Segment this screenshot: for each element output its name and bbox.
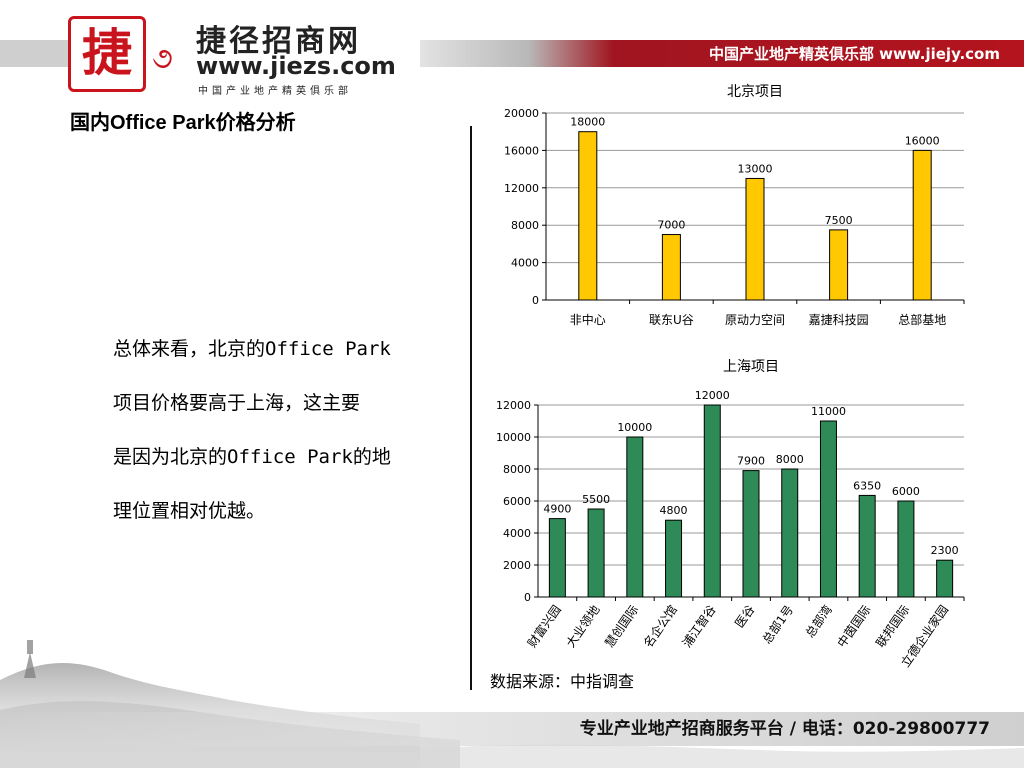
y-tick-label: 4000 <box>503 527 531 540</box>
bar <box>548 518 566 598</box>
data-label: 16000 <box>905 134 940 147</box>
x-tick-label: 浦江智谷 <box>679 602 719 650</box>
header-band-left <box>0 40 70 67</box>
shanghai-chart-panel: 上海项目 0 2000 4000 6000 8000 10000 12000 4900 财富兴园 5… <box>478 352 972 698</box>
y-tick-label: 0 <box>524 591 531 604</box>
data-label: 5500 <box>582 493 610 506</box>
logo-seal: 捷 <box>68 16 146 92</box>
logo-url: www.jiezs.com <box>196 52 396 80</box>
x-tick-label: 非中心 <box>570 312 606 327</box>
y-tick-label: 12000 <box>496 399 531 412</box>
data-label: 13000 <box>738 162 773 175</box>
y-tick-label: 4000 <box>511 257 539 270</box>
chart-title: 上海项目 <box>723 359 779 375</box>
y-tick-label: 16000 <box>504 144 539 157</box>
x-tick-label: 名企公馆 <box>640 602 680 650</box>
x-tick-label: 大业领地 <box>564 603 603 650</box>
y-tick-label: 8000 <box>511 219 539 232</box>
chart-title: 北京项目 <box>727 84 783 100</box>
data-label: 4800 <box>660 504 688 517</box>
data-label: 2300 <box>931 544 959 557</box>
data-label: 12000 <box>695 389 730 402</box>
y-tick-label: 6000 <box>503 495 531 508</box>
beijing-chart: 北京项目 0 4000 8000 12000 16000 20000 18000 非中心 7000… <box>504 84 965 327</box>
footer-band <box>0 712 1024 746</box>
page-title: 国内Office Park价格分析 <box>70 112 296 134</box>
body-line: 是因为北京的Office Park的地 <box>113 446 391 468</box>
bar <box>587 508 605 598</box>
x-tick-label: 联东U谷 <box>649 313 694 327</box>
data-label: 4900 <box>543 503 571 516</box>
data-label: 8000 <box>776 453 804 466</box>
data-label: 7500 <box>825 214 853 227</box>
x-tick-label: 医谷 <box>732 603 757 631</box>
logo-subtitle: 中国产业地产精英俱乐部 <box>198 86 352 97</box>
bar <box>897 500 915 598</box>
bar <box>626 436 644 598</box>
y-tick-label: 0 <box>532 294 539 307</box>
swirl-icon: ૭ <box>152 41 173 76</box>
body-line: 理位置相对优越。 <box>113 500 266 522</box>
x-tick-label: 原动力空间 <box>725 313 785 327</box>
beijing-chart-panel: 北京项目 0 4000 8000 12000 16000 20000 18000 非中心 7000… <box>478 78 972 336</box>
bar <box>858 494 876 598</box>
data-label: 10000 <box>617 421 652 434</box>
data-source: 数据来源：中指调查 <box>490 672 635 691</box>
body-line: 总体来看，北京的Office Park <box>113 338 391 360</box>
bar <box>665 519 683 598</box>
bar <box>829 229 849 301</box>
y-tick-label: 20000 <box>504 107 539 120</box>
x-tick-label: 联邦国际 <box>873 603 912 650</box>
body-line: 项目价格要高于上海，这主要 <box>113 392 361 414</box>
vertical-divider <box>470 126 472 690</box>
x-tick-label: 总部1号 <box>759 602 796 646</box>
logo: 捷 ૭ 捷径招商网 www.jiezs.com 中国产业地产精英俱乐部 <box>68 14 408 97</box>
x-tick-label: 总部基地 <box>898 312 946 327</box>
bar <box>578 131 598 301</box>
shanghai-chart: 上海项目 0 2000 4000 6000 8000 10000 12000 4900 财富兴园 5… <box>496 359 965 670</box>
bar <box>661 234 681 301</box>
data-label: 6000 <box>892 485 920 498</box>
logo-name: 捷径招商网 <box>196 24 361 59</box>
y-tick-label: 10000 <box>496 431 531 444</box>
x-tick-label: 慧创国际 <box>601 602 641 650</box>
bar <box>912 149 932 301</box>
x-tick-label: 中茵国际 <box>834 602 874 650</box>
data-label: 11000 <box>811 405 846 418</box>
body-text: 总体来看，北京的Office Park 项目价格要高于上海，这主要 是因为北京的… <box>113 322 433 538</box>
y-tick-label: 12000 <box>504 182 539 195</box>
bar <box>703 404 721 598</box>
y-tick-label: 2000 <box>503 559 531 572</box>
bar <box>936 559 954 598</box>
x-tick-label: 总部湾 <box>802 602 835 640</box>
data-label: 7900 <box>737 455 765 468</box>
bar <box>745 177 765 301</box>
data-label: 6350 <box>853 479 881 492</box>
bar <box>742 470 760 598</box>
data-label: 18000 <box>570 116 605 129</box>
footer-contact: 专业产业地产招商服务平台 / 电话：020-29800777 <box>579 719 990 739</box>
data-label: 7000 <box>657 219 685 232</box>
bar <box>781 468 799 598</box>
header-tagline: 中国产业地产精英俱乐部 www.jiejy.com <box>708 45 1000 63</box>
header-band-right <box>420 40 1024 67</box>
x-tick-label: 财富兴园 <box>524 602 564 650</box>
x-tick-label: 嘉捷科技园 <box>809 313 869 327</box>
y-tick-label: 8000 <box>503 463 531 476</box>
bar <box>819 420 837 598</box>
